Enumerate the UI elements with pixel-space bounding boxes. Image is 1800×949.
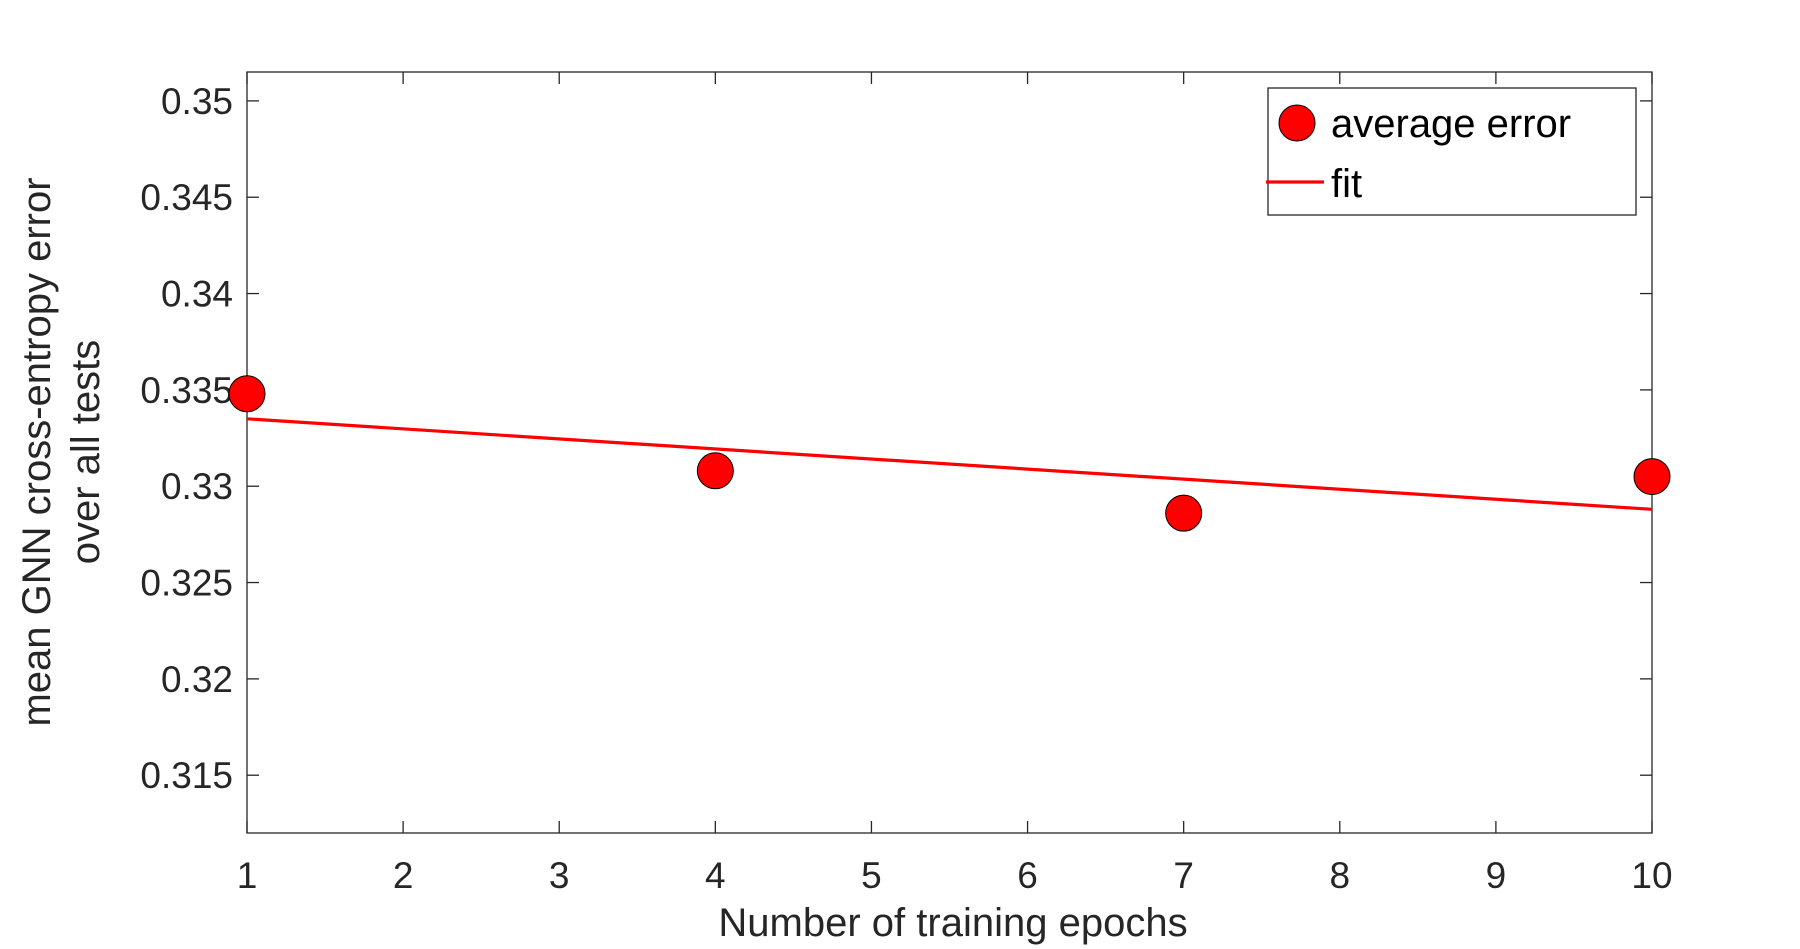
y-tick-label: 0.345 (140, 177, 233, 218)
legend-label-fit: fit (1331, 162, 1362, 206)
legend-box (1267, 87, 1637, 216)
y-axis-label: mean GNN cross-entropy error over all tes… (15, 177, 108, 726)
y-tick-label: 0.32 (161, 659, 233, 700)
y-axis-label-line: over all tests (64, 340, 108, 565)
fit-line (246, 417, 1653, 511)
legend: average error fit (1266, 87, 1637, 216)
x-axis-label: Number of training epochs (718, 901, 1187, 945)
data-point (228, 375, 266, 413)
x-tick-label: 8 (1329, 855, 1350, 896)
x-tick-label: 6 (1017, 855, 1038, 896)
x-axis: 1 2 3 4 5 6 7 8 9 10 (237, 72, 1673, 896)
x-tick-label: 9 (1486, 855, 1507, 896)
data-point (1633, 458, 1671, 496)
y-tick-label: 0.33 (161, 466, 233, 507)
y-tick-label: 0.35 (161, 81, 233, 122)
y-tick-label: 0.325 (140, 563, 233, 604)
x-tick-label: 4 (705, 855, 726, 896)
x-tick-label: 2 (393, 855, 414, 896)
x-tick-label: 3 (549, 855, 570, 896)
y-tick-label: 0.335 (140, 370, 233, 411)
x-tick-label: 10 (1631, 855, 1672, 896)
y-axis: 0.315 0.32 0.325 0.33 0.335 0.34 0.345 0.35 (140, 81, 1652, 796)
x-tick-label: 7 (1173, 855, 1194, 896)
y-tick-label: 0.315 (140, 755, 233, 796)
y-axis-label-line: mean GNN cross-entropy error (15, 177, 59, 726)
legend-marker-average-error (1278, 104, 1316, 142)
series-layer (228, 375, 1671, 532)
y-tick-label: 0.34 (161, 274, 233, 315)
x-tick-label: 5 (861, 855, 882, 896)
legend-label-average-error: average error (1331, 102, 1571, 146)
x-tick-label: 1 (237, 855, 258, 896)
data-point (1165, 494, 1203, 532)
data-point (696, 452, 734, 490)
